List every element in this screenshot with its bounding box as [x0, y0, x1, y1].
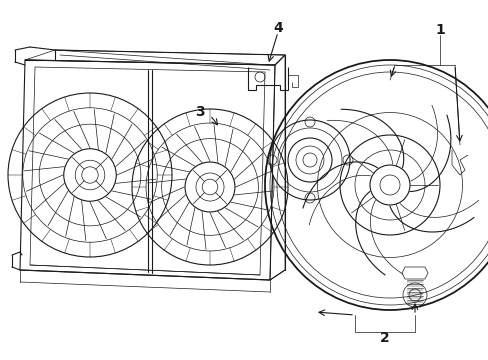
Text: 4: 4 — [273, 21, 282, 35]
Text: 3: 3 — [195, 105, 204, 119]
Text: 2: 2 — [379, 331, 389, 345]
Text: 1: 1 — [434, 23, 444, 37]
